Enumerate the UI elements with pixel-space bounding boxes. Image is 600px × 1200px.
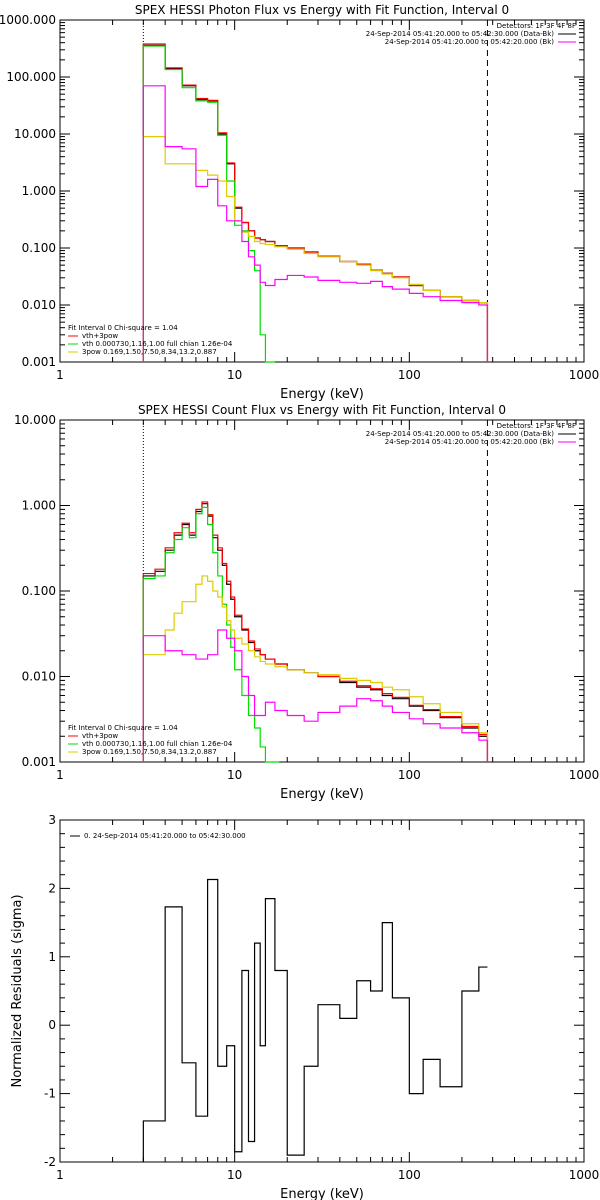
x-tick-label: 1 [56,368,64,382]
y-tick-label: 1000.000 [0,13,56,27]
x-tick-label: 1000 [569,768,600,782]
legend-entry: 24-Sep-2014 05:41:20.000 to 05:42:20.000… [385,38,555,46]
chart-panel-1: SPEX HESSI Photon Flux vs Energy with Fi… [0,3,599,402]
series-line-4 [142,575,489,762]
plot-frame [59,19,585,363]
series-line-4 [142,136,489,362]
legend-fit-info: Fit Interval 0 Chi-square = 1.04 [68,324,178,332]
x-tick-label: 10 [227,1168,242,1182]
chart-panel-3: 1 10 100 1000 Energy (keV) -2 -1 0 1 2 3 Normalized… [10,813,599,1200]
legend-detectors: Detectors: 1F 3F 4F 8F [497,422,576,430]
y-axis-label: Normalized Residuals (sigma) [10,894,25,1087]
legend-entry: 24-Sep-2014 05:41:20.000 to 05:42:30.000… [366,430,555,438]
series-line-3 [142,506,280,763]
y-tick-label: 1.000 [22,499,56,513]
y-tick-label: 0.001 [22,755,56,769]
legend-entry: vth+3pow [82,332,118,340]
y-tick-label: 0.010 [22,670,56,684]
y-tick-label: 0.010 [22,298,56,312]
legend-entry: vth 0.000730,1.16,1.00 full chian 1.26e-… [82,740,233,748]
y-tick-label: 0.001 [22,355,56,369]
series-line-2 [142,501,489,762]
y-tick-label: 1 [48,950,56,964]
legend-entry: 24-Sep-2014 05:41:20.000 to 05:42:30.000… [366,30,555,38]
x-axis-label: Energy (keV) [280,387,364,402]
x-tick-label: 100 [398,768,421,782]
y-tick-label: 1.000 [22,184,56,198]
y-tick-label: -2 [44,1155,56,1169]
chart-title: SPEX HESSI Count Flux vs Energy with Fit… [138,403,506,417]
plot-frame [59,819,585,1163]
y-tick-label: 3 [48,813,56,827]
legend-detectors: Detectors: 1F 3F 4F 8F [497,22,576,30]
x-axis-label: Energy (keV) [280,1187,364,1200]
series-line-3 [142,45,275,363]
x-tick-label: 1 [56,768,64,782]
legend-entry: vth 0.000730,1.16,1.00 full chian 1.26e-… [82,340,233,348]
legend-fit-info: Fit Interval 0 Chi-square = 1.04 [68,724,178,732]
x-tick-label: 100 [398,1168,421,1182]
legend-entry: 0. 24-Sep-2014 05:41:20.000 to 05:42:30.… [84,832,246,840]
series-line-1 [142,878,488,1162]
legend-entry: vth+3pow [82,732,118,740]
y-tick-label: 100.000 [6,70,56,84]
chart-title: SPEX HESSI Photon Flux vs Energy with Fi… [135,3,509,17]
legend-entry: 3pow 0.169,1.50,7.50,8.34,13.2,0.887 [82,748,217,756]
x-tick-label: 10 [227,768,242,782]
series-line-5 [142,85,489,362]
legend-entry: 24-Sep-2014 05:41:20.000 to 05:42:20.000… [385,438,555,446]
y-tick-label: 10.000 [14,127,56,141]
x-axis-label: Energy (keV) [280,787,364,802]
series-line-5 [142,629,489,762]
y-tick-label: 0.100 [22,241,56,255]
x-tick-label: 10 [227,368,242,382]
x-tick-label: 1 [56,1168,64,1182]
plot-frame [59,419,585,763]
y-tick-label: 0 [48,1018,56,1032]
chart-panel-2: SPEX HESSI Count Flux vs Energy with Fit… [14,403,599,802]
y-tick-label: 2 [48,881,56,895]
y-tick-label: 10.000 [14,413,56,427]
legend-entry: 3pow 0.169,1.50,7.50,8.34,13.2,0.887 [82,348,217,356]
x-tick-label: 1000 [569,368,600,382]
series-line-2 [142,43,489,362]
x-tick-label: 100 [398,368,421,382]
x-tick-label: 1000 [569,1168,600,1182]
series-line-1 [142,44,489,362]
y-tick-label: -1 [44,1087,56,1101]
y-tick-label: 0.100 [22,584,56,598]
